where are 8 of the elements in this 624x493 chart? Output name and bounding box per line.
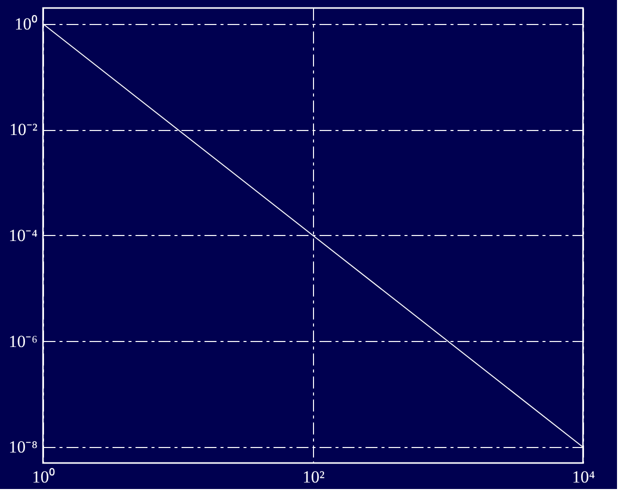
x-tick-label: 10²: [302, 468, 325, 486]
x-tick-label: 10⁴: [572, 468, 596, 486]
y-tick-label: 10⁻⁴: [8, 226, 38, 245]
y-tick-label: 10⁻²: [9, 120, 38, 140]
y-tick-label: 10⁻⁶: [8, 332, 38, 351]
y-tick-label: 10⁰: [14, 14, 38, 34]
x-tick-label: 10⁰: [32, 468, 55, 486]
y-tick-label: 10⁻⁸: [8, 438, 38, 457]
